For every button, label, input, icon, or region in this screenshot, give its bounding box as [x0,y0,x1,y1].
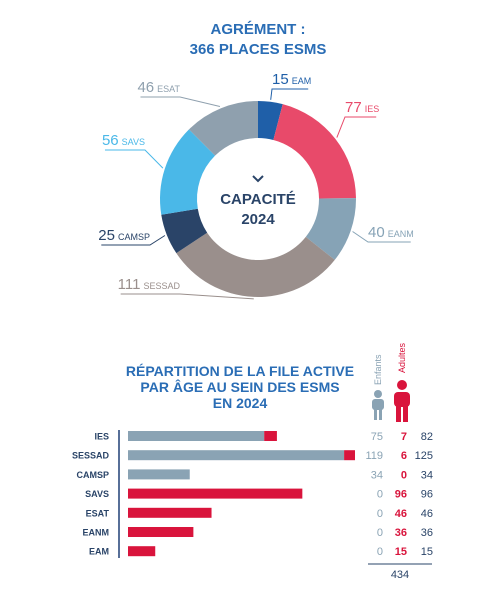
value-label: 34 [371,469,383,481]
chevron [252,175,264,183]
value-label: 0 [401,469,407,481]
bar-segment [128,469,190,480]
value-label: 7 [401,431,407,443]
slice-label: 111 SESSAD [118,276,181,293]
legend-label: Adultes [397,342,407,373]
slice-label: 40 EANM [368,224,414,241]
center-label: 2024 [241,211,275,228]
leader-line [140,96,221,108]
slice-value: 77 [345,99,362,116]
slice-label: 15 EAM [272,71,311,88]
leader-line [352,231,411,243]
slice-label: 25 CAMSP [98,227,150,244]
leader-line [336,116,377,138]
total-label: 125 [415,450,433,462]
donut-slice [258,101,283,140]
slice-name: SESSAD [143,281,180,291]
donut-slice [161,208,208,254]
leader-line [270,88,309,100]
value-label: 6 [401,450,407,462]
slice-value: 15 [272,71,289,88]
donut-slice [273,104,356,199]
value-label: 0 [377,546,383,558]
slice-name: SAVS [122,137,145,147]
center-label: CAPACITÉ [220,191,296,208]
total-label: 46 [421,508,433,520]
donut-slice [176,232,335,297]
legend-label: Enfants [373,354,383,385]
value-label: 36 [395,527,407,539]
donut-title: 366 PLACES ESMS [190,41,327,58]
slice-value: 25 [98,227,115,244]
value-label: 15 [395,546,407,558]
value-label: 96 [395,489,407,501]
bar-segment [128,488,303,499]
slice-value: 56 [102,132,119,149]
value-label: 119 [365,450,383,462]
category-label: IES [94,432,109,442]
bar-segment [128,450,345,461]
value-label: 0 [377,527,383,539]
total-label: 82 [421,431,433,443]
slice-name: EAM [292,76,312,86]
slice-value: 111 [118,276,141,293]
category-label: SAVS [85,489,109,499]
leader-line [101,235,166,246]
value-label: 75 [371,431,383,443]
slice-label: 46 ESAT [137,79,180,96]
category-label: SESSAD [72,451,110,461]
donut-slice [159,129,216,215]
slice-value: 40 [368,224,385,241]
category-label: EANM [83,528,110,538]
leader-line [104,149,164,169]
donut-slice [188,101,258,156]
leader-line [120,293,254,300]
slice-label: 56 SAVS [102,132,145,149]
category-label: ESAT [86,508,110,518]
bar-segment [264,431,277,441]
child-icon [372,390,384,420]
bar-title: PAR ÂGE AU SEIN DES ESMS [140,378,339,395]
grand-total: 434 [391,569,409,581]
adult-icon [394,380,410,422]
bar-segment [128,527,194,537]
category-label: CAMSP [76,470,109,480]
slice-name: ESAT [157,84,180,94]
slice-name: CAMSP [118,232,150,242]
slice-label: 77 IES [345,99,379,116]
total-label: 15 [421,546,433,558]
value-label: 46 [395,508,407,520]
total-label: 96 [421,489,433,501]
slice-name: IES [365,104,380,114]
bar-segment [344,450,355,461]
bar-title: EN 2024 [213,395,268,411]
slice-name: EANM [388,229,414,239]
value-label: 0 [377,508,383,520]
donut-slice [305,198,356,260]
bar-segment [128,431,265,441]
donut-title: AGRÉMENT : [211,21,306,38]
total-label: 34 [421,469,433,481]
total-label: 36 [421,527,433,539]
bar-segment [128,546,156,557]
slice-value: 46 [137,79,154,96]
bar-title: RÉPARTITION DE LA FILE ACTIVE [126,363,354,379]
bar-segment [128,507,212,518]
category-label: EAM [89,547,109,557]
value-label: 0 [377,489,383,501]
